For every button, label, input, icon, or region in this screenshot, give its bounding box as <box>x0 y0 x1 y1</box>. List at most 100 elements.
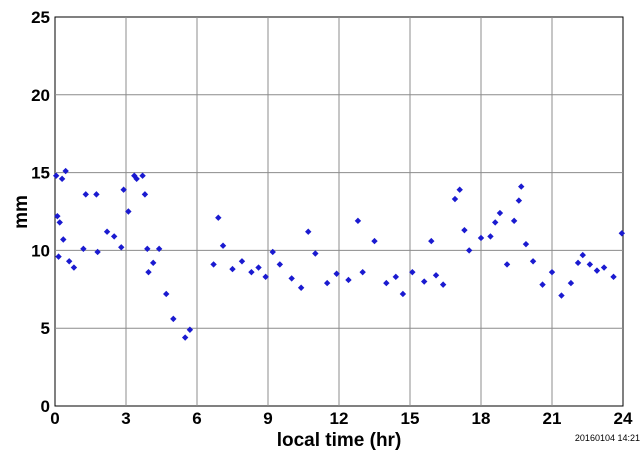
y-tick-label: 10 <box>31 241 50 260</box>
data-point <box>522 240 530 248</box>
data-point <box>269 248 276 256</box>
data-point <box>461 226 468 234</box>
data-point <box>210 261 217 268</box>
x-tick-label: 3 <box>121 409 130 428</box>
data-point <box>567 279 575 287</box>
y-axis-title: mm <box>11 195 32 229</box>
data-point <box>529 258 537 265</box>
data-point <box>110 233 118 240</box>
data-point <box>276 261 284 268</box>
data-points <box>52 167 626 341</box>
data-point <box>181 334 189 341</box>
data-point <box>558 292 565 299</box>
data-point <box>465 247 473 254</box>
data-point <box>618 230 626 237</box>
x-tick-label: 9 <box>263 409 272 428</box>
data-point <box>297 284 305 291</box>
data-point <box>579 251 586 259</box>
data-point <box>94 248 101 256</box>
data-point <box>548 268 556 276</box>
data-point <box>133 175 140 183</box>
data-point <box>66 258 73 265</box>
data-point <box>155 245 163 253</box>
data-point <box>58 175 66 183</box>
data-point <box>141 191 149 198</box>
data-point <box>428 237 435 245</box>
y-tick-label: 20 <box>31 86 50 105</box>
data-point <box>492 219 499 226</box>
data-point <box>451 195 459 203</box>
data-point <box>510 217 518 225</box>
data-point <box>371 237 378 245</box>
timestamp: 20160104 14:21 <box>575 433 640 443</box>
data-point <box>477 234 485 242</box>
data-point <box>518 183 525 190</box>
data-point <box>333 270 340 277</box>
y-tick-label: 25 <box>31 8 50 27</box>
data-point <box>56 219 63 226</box>
data-point <box>305 228 312 235</box>
data-point <box>409 268 416 276</box>
data-point <box>610 273 617 281</box>
x-tick-labels: 0 3 6 9 12 15 18 21 24 <box>50 409 633 428</box>
x-tick-label: 12 <box>330 409 349 428</box>
data-point <box>354 217 362 225</box>
data-point <box>503 261 511 268</box>
data-point <box>238 258 246 265</box>
data-point <box>392 273 399 281</box>
data-point <box>345 276 352 284</box>
data-point <box>93 191 100 198</box>
data-point <box>144 245 151 253</box>
data-point <box>399 290 407 298</box>
x-axis-title: local time (hr) <box>277 430 402 451</box>
data-point <box>255 264 262 271</box>
data-point <box>600 264 608 271</box>
data-point <box>248 268 255 276</box>
y-tick-label: 0 <box>41 397 50 416</box>
data-point <box>574 259 582 267</box>
x-tick-label: 0 <box>50 409 59 428</box>
data-point <box>170 315 177 323</box>
y-tick-label: 15 <box>31 164 50 183</box>
y-tick-labels: 0 5 10 15 20 25 <box>31 8 50 416</box>
x-tick-label: 18 <box>472 409 491 428</box>
data-point <box>229 265 236 273</box>
x-tick-label: 24 <box>614 409 633 428</box>
data-point <box>456 186 463 193</box>
data-point <box>70 264 78 271</box>
data-point <box>62 167 69 175</box>
x-tick-label: 6 <box>192 409 201 428</box>
data-point <box>145 268 152 276</box>
data-point <box>150 259 157 267</box>
data-point <box>593 267 601 274</box>
data-point <box>421 278 428 285</box>
data-point <box>288 275 295 282</box>
data-point <box>359 268 366 276</box>
data-point <box>323 279 331 287</box>
data-point <box>186 326 194 333</box>
grid-lines <box>55 17 623 406</box>
data-point <box>52 172 60 179</box>
data-point <box>60 236 67 243</box>
data-point <box>487 233 494 240</box>
data-point <box>219 242 227 249</box>
data-point <box>163 290 170 298</box>
data-point <box>262 273 269 281</box>
data-point <box>54 212 61 220</box>
data-point <box>383 279 390 287</box>
data-point <box>103 228 111 235</box>
data-point <box>539 281 546 288</box>
data-point <box>80 245 87 253</box>
data-point <box>439 281 447 288</box>
data-point <box>215 214 222 221</box>
y-tick-label: 5 <box>41 319 50 338</box>
x-tick-label: 21 <box>543 409 562 428</box>
data-point <box>82 191 89 198</box>
x-tick-label: 15 <box>401 409 420 428</box>
data-point <box>55 253 62 260</box>
data-point <box>586 261 594 268</box>
data-point <box>118 244 125 251</box>
data-point <box>120 186 127 193</box>
data-point <box>312 250 319 257</box>
